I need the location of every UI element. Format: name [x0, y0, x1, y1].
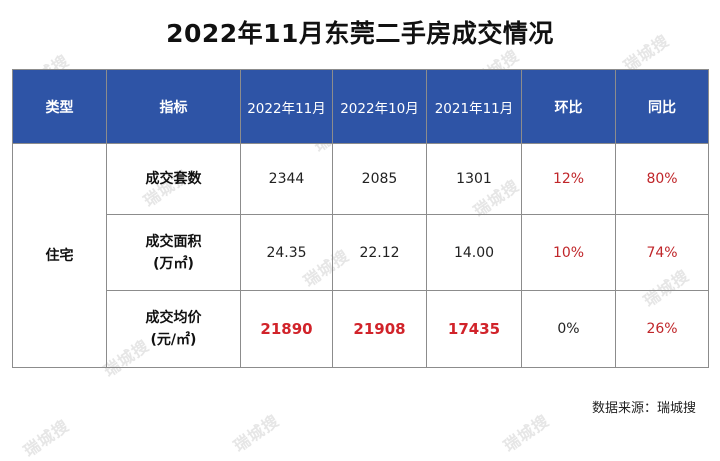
- header-mom: 环比: [521, 69, 616, 144]
- value-cell: 1301: [426, 143, 522, 215]
- category-cell: 住宅: [12, 143, 107, 368]
- value-cell-highlight: 17435: [426, 290, 522, 368]
- value-cell: 14.00: [426, 214, 522, 291]
- mom-cell: 0%: [521, 290, 616, 368]
- page-title: 2022年11月东莞二手房成交情况: [166, 19, 554, 48]
- mom-cell: 10%: [521, 214, 616, 291]
- table-row: 住宅 成交套数 2344 2085 1301 12% 80%: [12, 143, 709, 368]
- metric-cell: 成交套数: [106, 143, 241, 215]
- yoy-cell: 26%: [615, 290, 709, 368]
- table-row: 成交均价 (元/㎡) 21890 21908 17435 0% 26%: [13, 290, 709, 368]
- header-metric: 指标: [106, 69, 241, 144]
- table-header-row: 类型 指标 2022年11月 2022年10月 2021年11月 环比 同比: [12, 69, 709, 144]
- metric-unit: (万㎡): [153, 255, 194, 272]
- metric-label: 成交套数: [145, 171, 202, 187]
- yoy-cell: 74%: [615, 214, 709, 291]
- value-cell-highlight: 21890: [240, 290, 333, 368]
- value-cell: 2085: [332, 143, 427, 215]
- value-cell: 22.12: [332, 214, 427, 291]
- metric-cell: 成交面积 (万㎡): [106, 214, 241, 291]
- value-cell-highlight: 21908: [332, 290, 427, 368]
- watermark-text: 瑞城搜: [20, 415, 73, 461]
- value-cell: 24.35: [240, 214, 333, 291]
- mom-cell: 12%: [521, 143, 616, 215]
- metric-label: 成交面积: [145, 233, 202, 250]
- value-cell: 2344: [240, 143, 333, 215]
- header-type: 类型: [12, 69, 107, 144]
- watermark-text: 瑞城搜: [500, 410, 553, 456]
- metric-label: 成交均价: [145, 310, 202, 326]
- header-nov-2022: 2022年11月: [240, 69, 333, 144]
- table-row: 成交面积 (万㎡) 24.35 22.12 14.00 10% 74%: [13, 214, 709, 291]
- metric-unit: (元/㎡): [150, 332, 197, 348]
- watermark-text: 瑞城搜: [230, 410, 283, 456]
- header-yoy: 同比: [615, 69, 709, 144]
- header-oct-2022: 2022年10月: [332, 69, 427, 144]
- yoy-cell: 80%: [615, 143, 709, 215]
- source-note: 数据来源：瑞城搜: [591, 401, 696, 416]
- housing-stats-table: 类型 指标 2022年11月 2022年10月 2021年11月 环比 同比 住…: [12, 69, 709, 368]
- metric-cell: 成交均价 (元/㎡): [106, 290, 241, 368]
- header-nov-2021: 2021年11月: [426, 69, 522, 144]
